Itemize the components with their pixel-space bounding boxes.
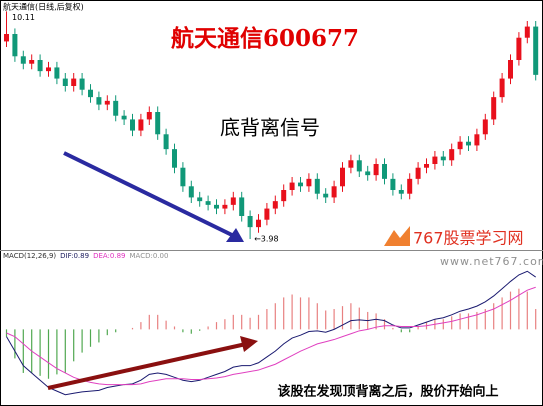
candle-body [306, 178, 312, 187]
candle-body [54, 67, 60, 79]
candle-body [172, 149, 177, 168]
indicator-line [6, 270, 536, 396]
candle-body [482, 119, 488, 135]
candle-body [432, 156, 438, 164]
candle-body [508, 60, 513, 79]
trend-arrow [47, 342, 247, 390]
indicator-line [6, 286, 536, 386]
candle-body [466, 141, 471, 146]
candle-body [407, 178, 413, 194]
candle-body [197, 197, 203, 202]
low-label: ←3.98 [254, 235, 279, 244]
candle-body [247, 216, 253, 228]
candle-body [88, 89, 93, 98]
candle-body [46, 67, 51, 72]
candle-body [331, 186, 337, 198]
candle-body [382, 164, 387, 179]
candle-body [130, 119, 135, 131]
candle-body [239, 197, 245, 216]
candle-body [230, 197, 236, 205]
candle-body [188, 186, 194, 198]
candle-body [222, 204, 228, 209]
candle-body [20, 56, 26, 64]
candle-body [365, 171, 371, 176]
caption: 该股在发现顶背离之后，股价开始向上 [277, 384, 498, 400]
arrow-head [240, 336, 258, 352]
logo-icon [384, 226, 410, 246]
candle-body [415, 167, 421, 179]
candle-body [12, 34, 18, 57]
candle-body [96, 97, 102, 105]
candle-body [516, 37, 522, 60]
candle-body [205, 201, 211, 205]
candle-body [457, 141, 463, 150]
candle-body [449, 149, 455, 161]
candle-body [348, 160, 354, 168]
legend-entry: MACD:0.00 [130, 252, 169, 260]
candle-body [289, 182, 295, 190]
watermark-url: www.net767.com [440, 255, 543, 268]
trend-arrow [63, 151, 235, 238]
candle-body [163, 134, 169, 150]
candle-body [256, 219, 261, 228]
candle-body [37, 60, 43, 72]
legend-entry: DIF:0.89 [60, 252, 89, 260]
candle-body [281, 190, 287, 202]
candle-body [323, 193, 329, 198]
candle-body [71, 78, 77, 86]
candle-body [113, 100, 119, 116]
candle-body [314, 178, 320, 194]
candle-body [29, 60, 35, 64]
candle-body [298, 182, 303, 187]
candle-body [79, 78, 85, 90]
candle-body [533, 26, 539, 75]
arrow-head [226, 228, 244, 242]
candle-body [524, 26, 530, 38]
candle-body [214, 204, 219, 209]
candle-body [4, 34, 9, 42]
candle-body [398, 190, 404, 194]
candle-body [62, 78, 68, 86]
candle-body [474, 134, 480, 146]
candle-body [121, 115, 127, 120]
headline: 航天通信600677 [171, 25, 359, 52]
legend-entry: DEA:0.89 [93, 252, 125, 260]
candle-body [424, 164, 429, 168]
candle-body [499, 78, 505, 98]
candle-body [180, 167, 186, 187]
candle-body [264, 208, 270, 220]
candle-body [272, 201, 278, 209]
candle-body [390, 178, 396, 190]
high-label: 10.11 [12, 13, 35, 22]
candle-body [138, 119, 144, 131]
chart-title: 航天通信(日线,后复权) [3, 2, 84, 12]
candle-body [146, 112, 152, 120]
candle-body [491, 97, 497, 120]
candle-body [440, 156, 446, 161]
candle-body [155, 112, 161, 135]
watermark: 767股票学习网 [413, 229, 524, 248]
annotation: 底背离信号 [220, 116, 320, 140]
candle-body [104, 100, 110, 105]
candle-body [373, 164, 379, 176]
legend-entry: MACD(12,26,9) [3, 252, 56, 260]
candle-body [356, 160, 362, 172]
candle-body [340, 167, 345, 187]
